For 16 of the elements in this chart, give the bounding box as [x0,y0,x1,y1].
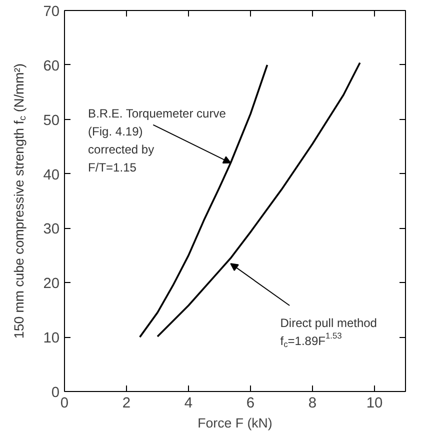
x-tick-label: 2 [122,396,131,412]
y-tick-label: 70 [43,4,60,20]
x-axis-title: Force F (kN) [198,416,272,430]
x-tick-label: 6 [246,396,255,412]
x-tick-label: 8 [308,396,317,412]
y-tick-label: 40 [43,167,60,184]
y-tick-label: 50 [43,112,60,129]
annotation: B.R.E. Torquemeter curve (Fig. 4.19) corrected by F/T=1.15 [88,106,226,174]
y-tick-label: 30 [43,222,60,238]
y-tick-label: 0 [51,385,60,401]
x-tick-label: 10 [366,396,383,412]
y-tick-label: 60 [43,58,60,74]
y-tick-label: 20 [43,276,60,292]
y-tick-label: 10 [43,330,60,347]
y-axis-title: 150 mm cube compressive strength fc (N/mm²) [12,63,28,339]
x-tick-label: 4 [184,396,193,412]
